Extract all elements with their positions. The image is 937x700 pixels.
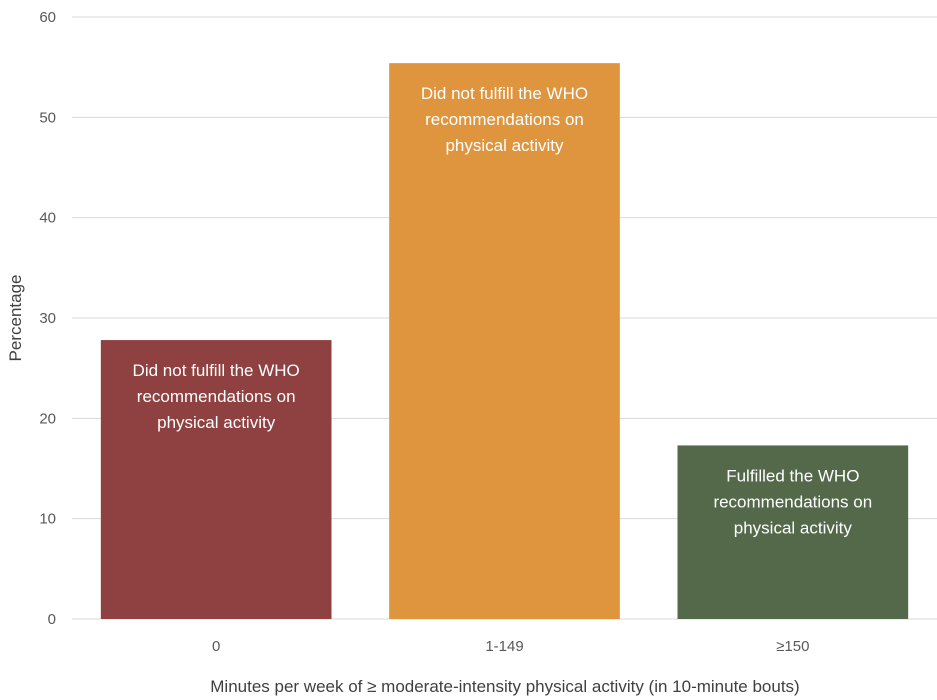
bar-annotation: Did not fulfill the WHO bbox=[421, 84, 588, 103]
y-tick-label: 10 bbox=[39, 511, 56, 528]
y-tick-label: 40 bbox=[39, 210, 56, 227]
y-axis-ticks: 0 10 20 30 40 50 60 bbox=[39, 9, 56, 628]
bar-annotation: physical activity bbox=[157, 413, 276, 432]
y-tick-label: 30 bbox=[39, 310, 56, 327]
y-tick-label: 0 bbox=[48, 611, 56, 628]
x-axis-title: Minutes per week of ≥ moderate-intensity… bbox=[210, 677, 799, 696]
x-tick-label: 0 bbox=[212, 638, 220, 655]
bar-annotation: Fulfilled the WHO bbox=[726, 466, 859, 485]
y-tick-label: 50 bbox=[39, 109, 56, 126]
bar-annotation: Did not fulfill the WHO bbox=[133, 361, 300, 380]
bar-annotation: recommendations on bbox=[713, 492, 872, 511]
bar-0 bbox=[101, 340, 332, 619]
y-axis-title: Percentage bbox=[6, 275, 25, 362]
y-tick-label: 20 bbox=[39, 410, 56, 427]
y-tick-label: 60 bbox=[39, 9, 56, 26]
x-tick-label: ≥150 bbox=[776, 638, 809, 655]
bar-annotation: recommendations on bbox=[137, 387, 296, 406]
x-axis-ticks: 0 1-149 ≥150 bbox=[212, 638, 809, 655]
x-tick-label: 1-149 bbox=[485, 638, 523, 655]
bar-annotation: physical activity bbox=[445, 136, 564, 155]
bar-annotation: physical activity bbox=[734, 518, 853, 537]
bar-annotation: recommendations on bbox=[425, 110, 584, 129]
bars: Did not fulfill the WHO recommendations o… bbox=[101, 63, 908, 619]
